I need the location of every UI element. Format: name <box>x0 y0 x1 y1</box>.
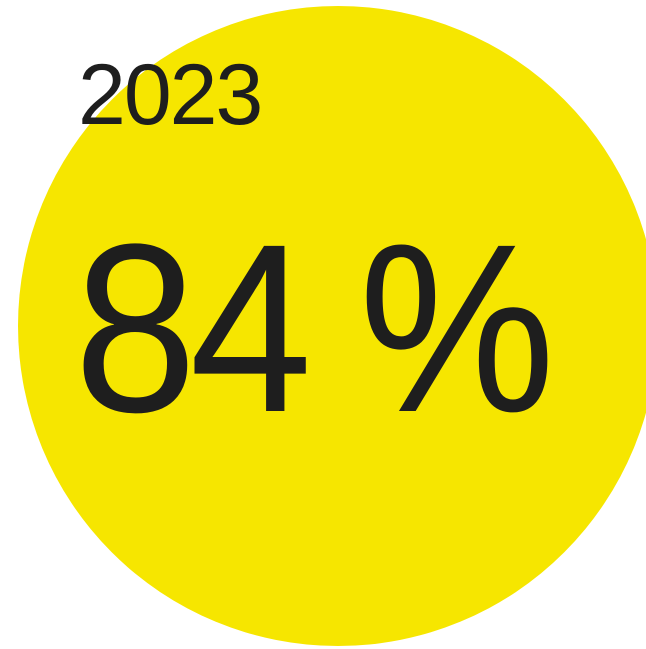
year-label: 2023 <box>78 47 263 143</box>
percentage-value: 84 % <box>74 194 555 462</box>
yellow-circle <box>18 6 646 646</box>
